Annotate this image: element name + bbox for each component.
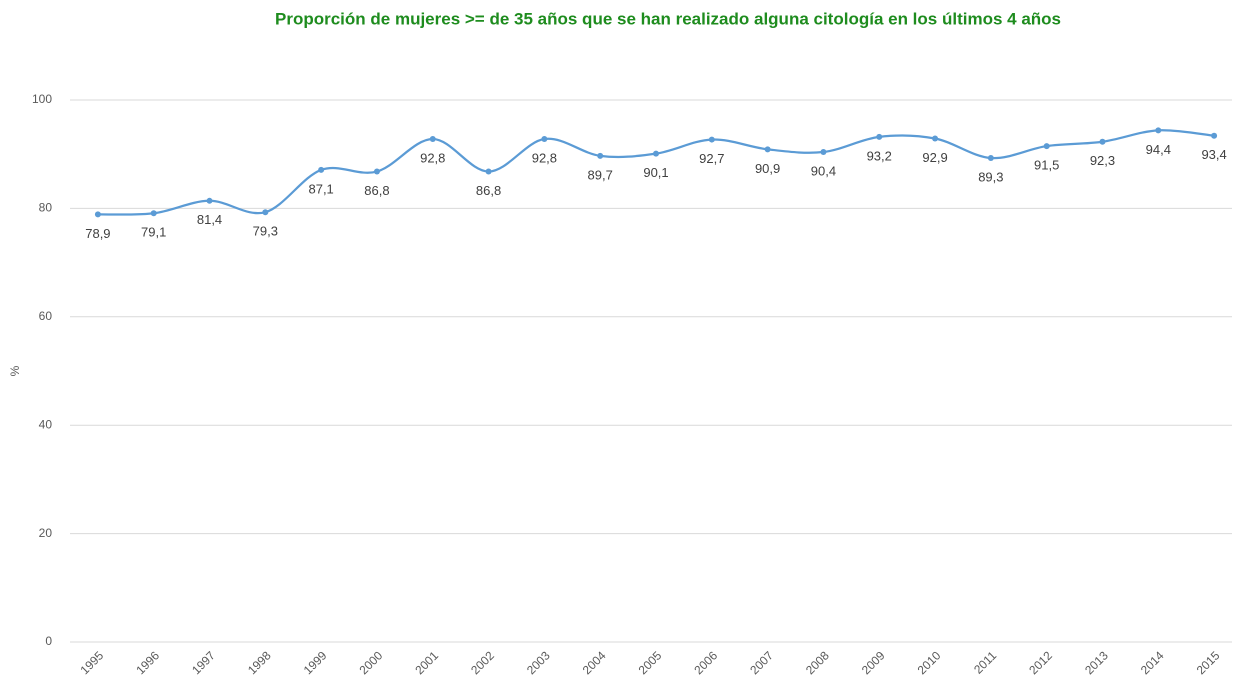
y-tick-label: 80: [39, 201, 53, 215]
marker: [1211, 132, 1218, 139]
x-tick-label: 1995: [77, 648, 106, 677]
data-label: 86,8: [476, 183, 501, 198]
marker: [1155, 127, 1162, 134]
data-label: 91,5: [1034, 158, 1059, 173]
x-tick-label: 2001: [412, 648, 441, 677]
x-tick-label: 2015: [1194, 648, 1223, 677]
x-tick-label: 1996: [133, 648, 162, 677]
x-tick-label: 2000: [357, 648, 386, 677]
data-label: 89,3: [978, 169, 1003, 184]
data-label: 90,9: [755, 161, 780, 176]
x-tick-label: 2012: [1026, 648, 1055, 677]
marker: [764, 146, 771, 153]
data-label: 93,2: [867, 148, 892, 163]
marker: [708, 136, 715, 143]
x-tick-label: 2008: [803, 648, 832, 677]
marker: [541, 136, 548, 143]
y-tick-label: 20: [39, 526, 53, 540]
marker: [876, 133, 883, 140]
marker: [373, 168, 380, 175]
y-tick-label: 0: [45, 634, 52, 648]
marker: [653, 150, 659, 157]
data-label: 92,9: [922, 150, 947, 165]
data-label: 79,3: [253, 224, 278, 239]
x-tick-label: 2005: [636, 648, 665, 677]
x-tick-label: 2002: [468, 648, 497, 677]
x-tick-label: 2011: [971, 648, 999, 676]
marker: [429, 136, 436, 143]
marker: [150, 210, 157, 217]
marker: [1099, 138, 1106, 145]
x-tick-label: 1997: [189, 648, 218, 677]
marker: [206, 197, 213, 204]
marker: [987, 154, 994, 161]
data-label: 92,7: [699, 151, 724, 166]
marker: [932, 135, 939, 142]
x-tick-label: 2007: [747, 648, 776, 677]
x-tick-label: 1999: [301, 648, 330, 677]
x-tick-label: 2010: [915, 648, 944, 677]
x-tick-label: 2003: [524, 648, 553, 677]
data-label: 81,4: [197, 212, 222, 227]
data-label: 92,8: [532, 150, 557, 165]
data-label: 86,8: [364, 183, 389, 198]
data-label: 78,9: [85, 226, 110, 241]
marker: [485, 168, 492, 175]
marker: [1043, 143, 1050, 150]
chart-title: Proporción de mujeres >= de 35 años que …: [275, 9, 1061, 28]
y-tick-label: 60: [39, 309, 53, 323]
marker: [94, 211, 101, 218]
line: [97, 129, 1215, 216]
x-tick-label: 1998: [245, 648, 274, 677]
x-tick-label: 2009: [859, 648, 888, 677]
marker: [597, 152, 604, 159]
data-label: 93,4: [1201, 147, 1226, 162]
y-tick-label: 40: [39, 417, 53, 431]
marker: [262, 209, 269, 216]
data-label: 89,7: [588, 167, 613, 182]
data-label: 94,4: [1146, 142, 1171, 157]
data-label: 92,8: [420, 150, 445, 165]
data-label: 90,4: [811, 163, 836, 178]
marker: [318, 166, 325, 173]
data-label: 87,1: [308, 181, 333, 196]
data-label: 79,1: [141, 225, 166, 240]
x-tick-label: 2014: [1138, 648, 1167, 677]
y-axis-label: %: [8, 365, 22, 376]
marker: [820, 149, 827, 156]
data-label: 90,1: [643, 165, 668, 180]
y-tick-label: 100: [32, 92, 52, 106]
x-tick-label: 2013: [1082, 648, 1111, 677]
data-label: 92,3: [1090, 153, 1115, 168]
x-tick-label: 2006: [691, 648, 720, 677]
x-tick-label: 2004: [580, 648, 609, 677]
